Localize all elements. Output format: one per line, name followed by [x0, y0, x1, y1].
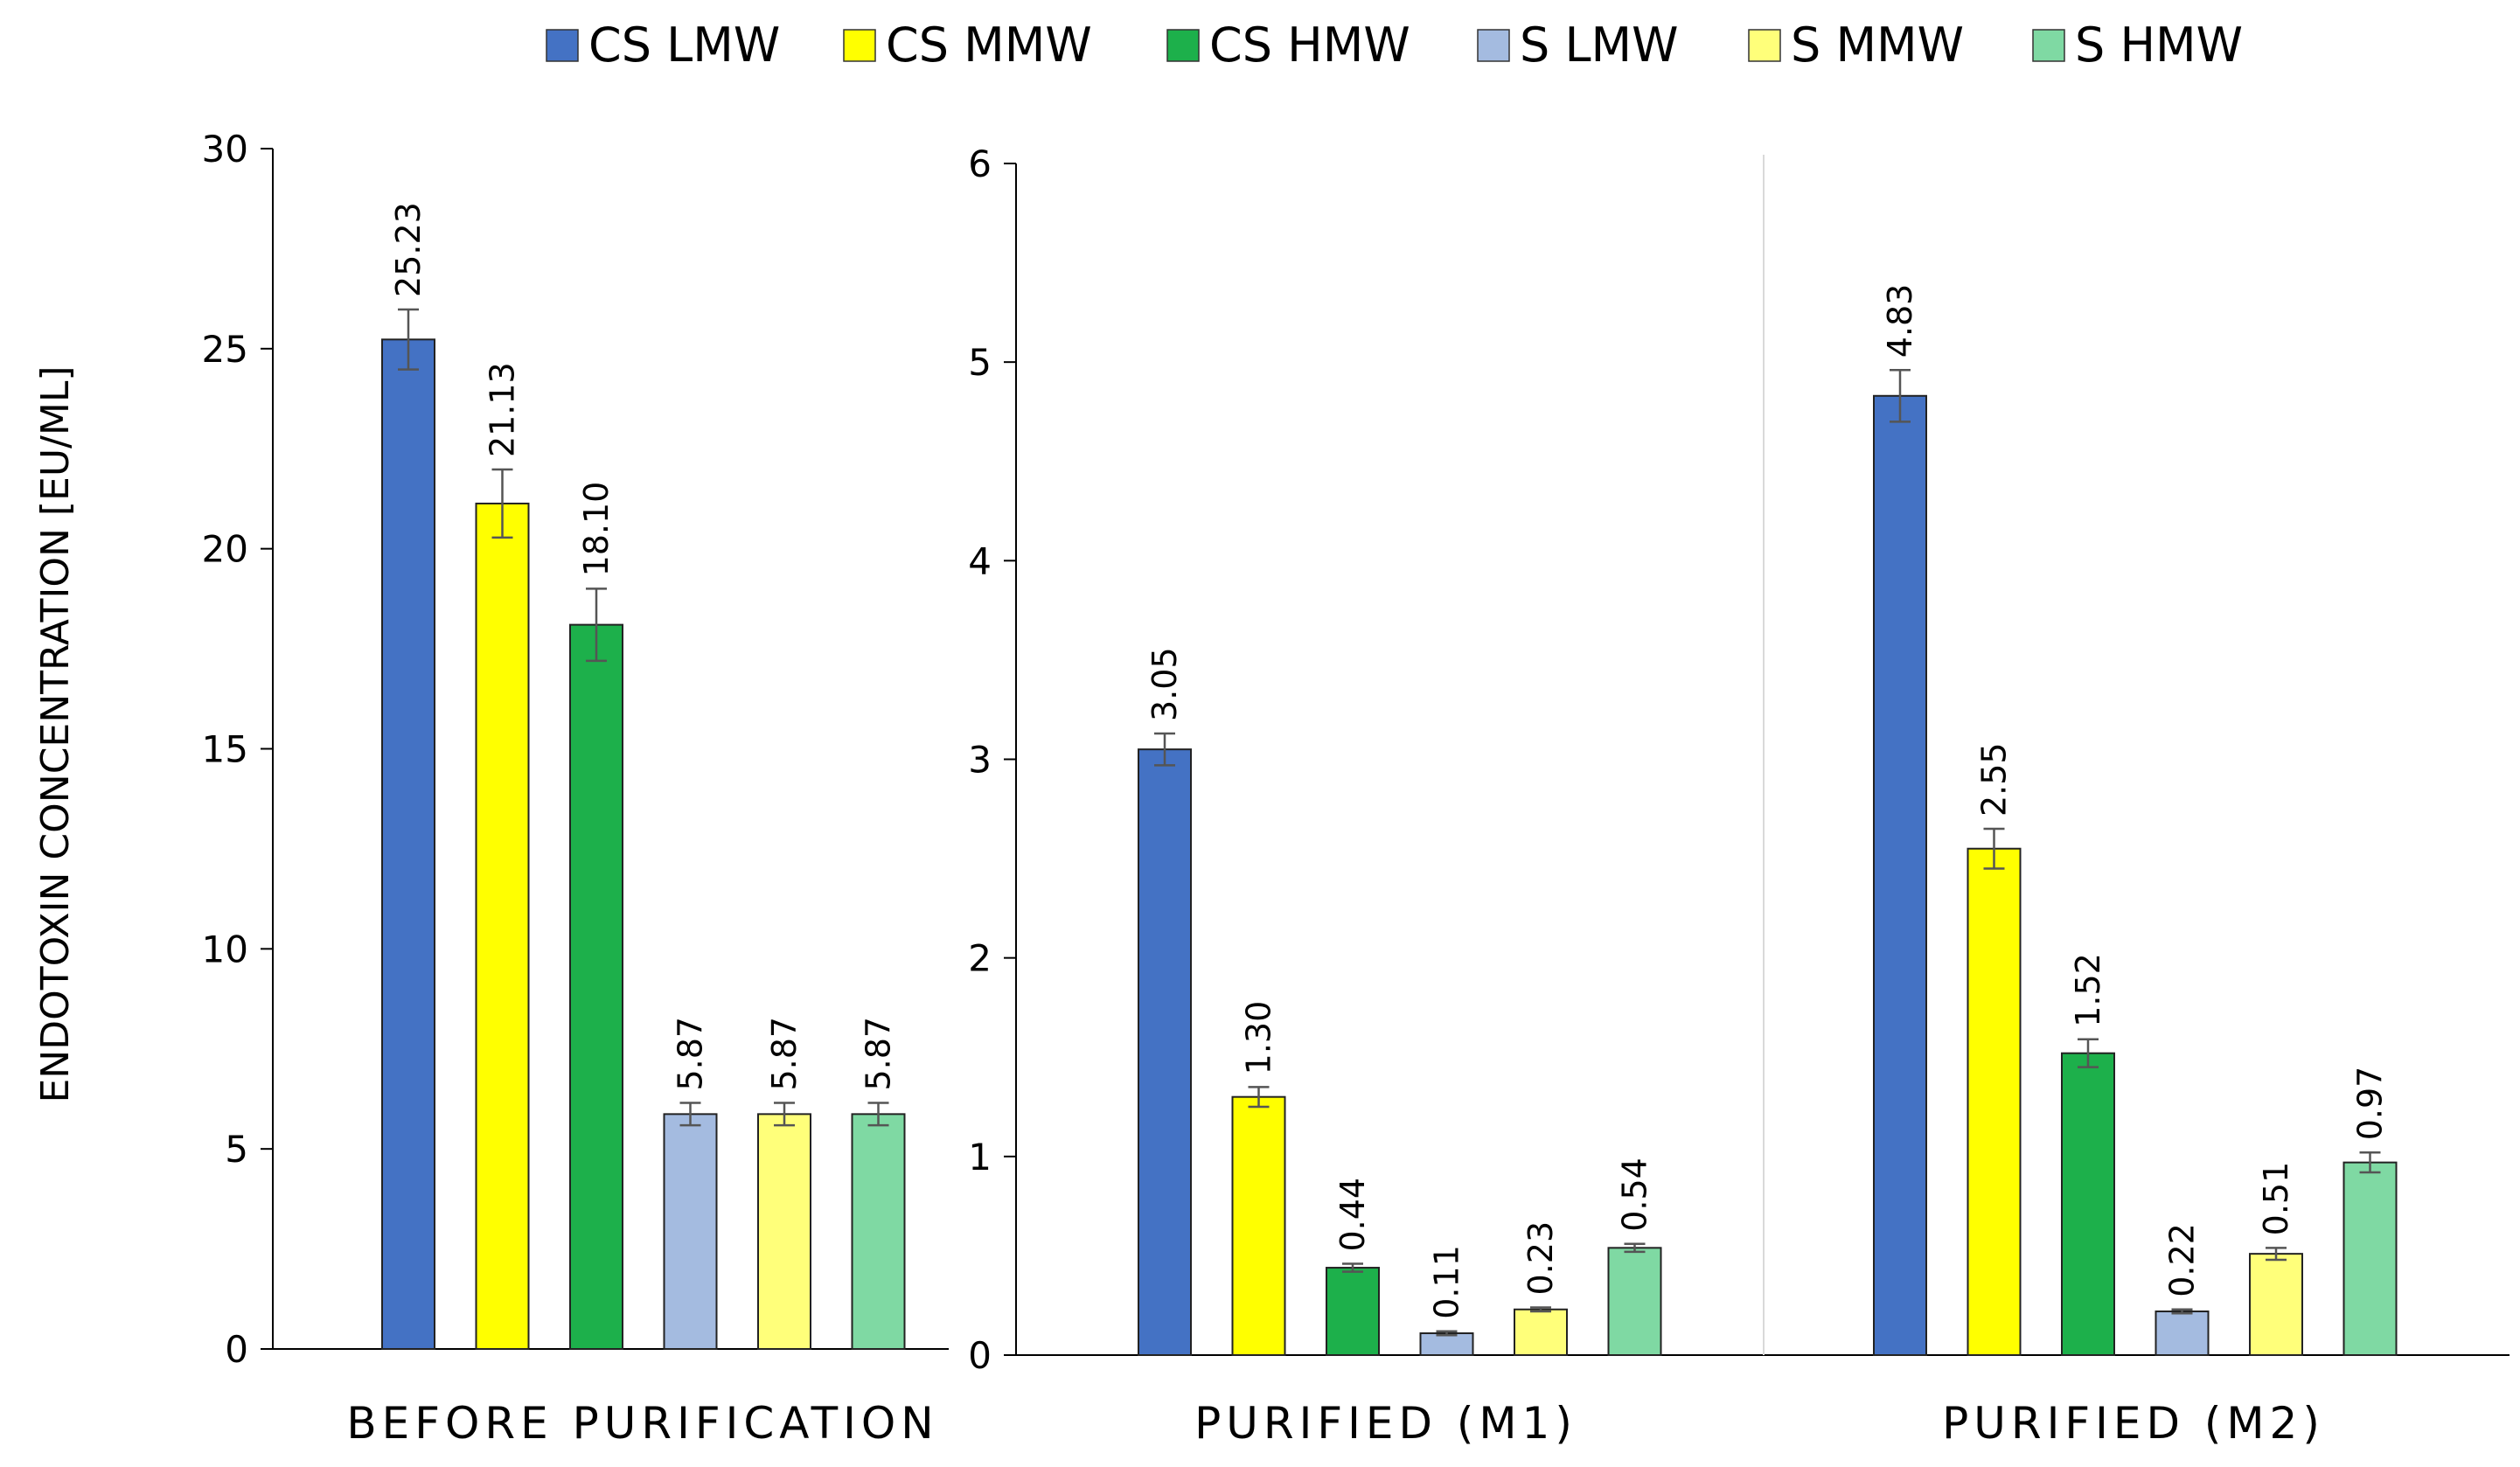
- data-label-cs-mmw-before-purification: 21.13: [484, 362, 522, 457]
- bar-s-mmw-before-purification: [757, 1113, 811, 1350]
- data-label-s-mmw-purified-m1: 0.23: [1521, 1221, 1560, 1296]
- legend-swatch-cs-mmw: [843, 29, 876, 62]
- y-tick-label: 3: [968, 739, 992, 782]
- bar-cs-mmw-purified-m2: [1967, 847, 2022, 1356]
- legend-label-s-mmw: S MMW: [1791, 17, 1964, 73]
- bar-s-hmw-before-purification: [851, 1113, 906, 1350]
- y-tick-label: 6: [968, 143, 992, 185]
- data-label-s-hmw-before-purification: 5.87: [860, 1017, 898, 1091]
- chart-panel-purified: 0 1 2 3 4 5 6 PURIFIED (M1) PURIFIED (M2) 3.05 4.8…: [968, 143, 2510, 1449]
- data-label-s-lmw-purified-m2: 0.22: [2163, 1223, 2202, 1297]
- bar-s-mmw-purified-m1: [1514, 1308, 1568, 1357]
- category-label-before-purification: BEFORE PURIFICATION: [346, 1398, 938, 1449]
- y-tick-label: 5: [225, 1128, 248, 1171]
- data-label-cs-lmw-purified-m2: 4.83: [1881, 284, 1919, 358]
- data-label-s-hmw-purified-m1: 0.54: [1616, 1158, 1654, 1232]
- legend-label-cs-mmw: CS MMW: [886, 17, 1092, 73]
- bar-cs-hmw-purified-m1: [1326, 1267, 1380, 1356]
- data-label-s-mmw-before-purification: 5.87: [765, 1017, 804, 1091]
- legend-label-s-hmw: S HMW: [2075, 17, 2243, 73]
- data-label-s-lmw-before-purification: 5.87: [672, 1017, 710, 1091]
- bar-s-hmw-purified-m2: [2342, 1161, 2398, 1356]
- data-label-cs-mmw-purified-m2: 2.55: [1975, 742, 2014, 817]
- category-label-purified-m1: PURIFIED (M1): [1194, 1398, 1577, 1449]
- data-label-s-mmw-purified-m2: 0.51: [2257, 1162, 2295, 1236]
- legend-swatch-cs-lmw: [546, 29, 579, 62]
- data-label-s-lmw-purified-m1: 0.11: [1428, 1245, 1466, 1319]
- chart-legend: CS LMW CS MMW CS HMW S LMW S MMW S HMW: [546, 17, 2243, 73]
- bar-s-lmw-purified-m1: [1419, 1332, 1474, 1357]
- chart-panel-before-purification: 0 5 10 15 20 25 30 BEFORE PURIFICATION 25.23 21.1…: [202, 128, 949, 1449]
- legend-swatch-cs-hmw: [1166, 29, 1200, 62]
- legend-swatch-s-hmw: [2032, 29, 2065, 62]
- data-label-cs-mmw-purified-m1: 1.30: [1240, 1001, 1278, 1075]
- data-label-cs-lmw-before-purification: 25.23: [389, 202, 428, 297]
- bar-cs-mmw-purified-m1: [1231, 1095, 1286, 1357]
- data-label-cs-lmw-purified-m1: 3.05: [1145, 647, 1184, 721]
- bar-cs-lmw-purified-m1: [1138, 748, 1192, 1356]
- bar-cs-lmw-before-purification: [381, 338, 435, 1350]
- bar-s-lmw-before-purification: [663, 1113, 718, 1350]
- bar-s-hmw-purified-m1: [1607, 1247, 1662, 1356]
- data-label-s-hmw-purified-m2: 0.97: [2351, 1067, 2390, 1141]
- legend-swatch-s-mmw: [1748, 29, 1781, 62]
- legend-label-cs-lmw: CS LMW: [588, 17, 780, 73]
- bar-cs-mmw-before-purification: [475, 502, 530, 1350]
- bar-s-mmw-purified-m2: [2249, 1253, 2303, 1357]
- y-tick-label: 20: [202, 528, 248, 571]
- y-tick-label: 30: [202, 128, 248, 170]
- legend-label-s-lmw: S LMW: [1520, 17, 1679, 73]
- bar-cs-hmw-before-purification: [569, 623, 623, 1350]
- bar-s-lmw-purified-m2: [2155, 1311, 2210, 1356]
- data-label-cs-hmw-before-purification: 18.10: [577, 482, 616, 577]
- y-tick-label: 15: [202, 728, 248, 771]
- category-label-purified-m2: PURIFIED (M2): [1942, 1398, 2325, 1449]
- y-tick-label: 1: [968, 1136, 992, 1178]
- y-tick-label: 5: [968, 341, 992, 384]
- bar-cs-hmw-purified-m2: [2061, 1052, 2115, 1356]
- bar-cs-lmw-purified-m2: [1873, 394, 1927, 1356]
- y-tick-label: 4: [968, 539, 992, 582]
- y-tick-label: 0: [225, 1328, 248, 1371]
- y-tick-label: 0: [968, 1334, 992, 1377]
- y-tick-label: 10: [202, 928, 248, 970]
- y-tick-label: 25: [202, 328, 248, 371]
- legend-label-cs-hmw: CS HMW: [1209, 17, 1410, 73]
- legend-swatch-s-lmw: [1477, 29, 1510, 62]
- data-label-cs-hmw-purified-m1: 0.44: [1333, 1178, 1372, 1252]
- y-tick-label: 2: [968, 937, 992, 980]
- data-label-cs-hmw-purified-m2: 1.52: [2069, 953, 2107, 1027]
- y-axis-label: ENDOTOXIN CONCENTRATION [EU/ML]: [33, 365, 78, 1102]
